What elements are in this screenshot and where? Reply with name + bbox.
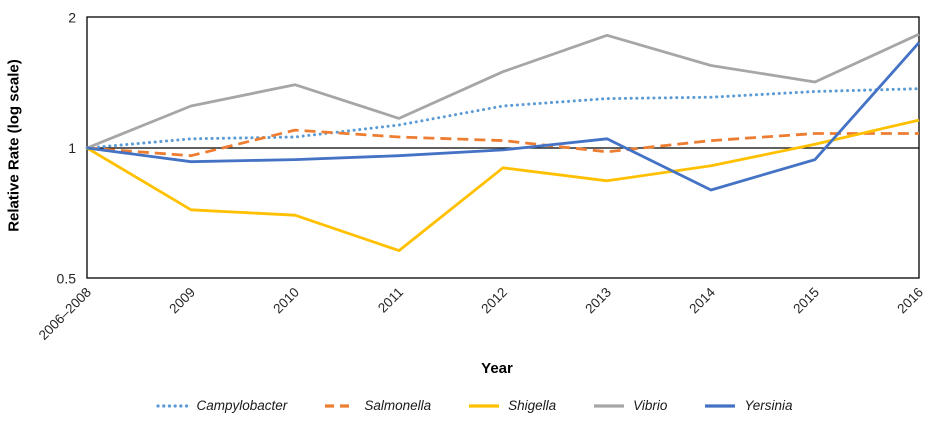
series-line-shigella xyxy=(86,118,920,253)
x-tick-label: 2012 xyxy=(478,285,510,317)
x-tick-label: 2015 xyxy=(790,285,822,317)
legend: Campylobacter Salmonella Shigella Vibrio Yer… xyxy=(0,398,948,413)
y-axis-title: Relative Rate (log scale) xyxy=(5,59,23,232)
x-axis-title: Year xyxy=(481,360,513,377)
legend-label: Vibrio xyxy=(633,398,668,413)
series-line-salmonella xyxy=(86,128,919,158)
legend-item-vibrio: Vibrio xyxy=(592,398,667,413)
legend-swatch-salmonella xyxy=(325,403,356,408)
y-tick-label: 1 xyxy=(68,140,76,156)
legend-swatch-shigella xyxy=(469,403,500,408)
legend-swatch-yersinia xyxy=(705,403,736,408)
series-line-campylobacter xyxy=(85,87,921,150)
legend-item-yersinia: Yersinia xyxy=(703,398,792,413)
x-tick-label: 2013 xyxy=(582,285,614,317)
x-tick-label: 2010 xyxy=(270,285,302,317)
legend-label: Campylobacter xyxy=(196,398,288,413)
series-line-yersinia xyxy=(86,41,921,192)
legend-item-salmonella: Salmonella xyxy=(323,398,431,413)
x-tick-label: 2011 xyxy=(375,285,406,316)
y-tick-label: 0.5 xyxy=(57,271,77,287)
legend-swatch-campylobacter xyxy=(155,403,190,408)
x-tick-label: 2016 xyxy=(894,285,926,317)
legend-item-campylobacter: Campylobacter xyxy=(155,398,288,413)
series-line-vibrio xyxy=(86,32,920,150)
x-tick-label: 2006–2008 xyxy=(36,285,94,343)
legend-label: Salmonella xyxy=(364,398,432,413)
legend-label: Yersinia xyxy=(744,398,793,413)
x-tick-label: 2009 xyxy=(166,285,198,317)
legend-label: Shigella xyxy=(508,398,557,413)
y-tick-label: 2 xyxy=(68,10,76,26)
x-tick-label: 2014 xyxy=(686,284,718,316)
legend-item-shigella: Shigella xyxy=(467,398,556,413)
legend-swatch-vibrio xyxy=(594,403,625,408)
